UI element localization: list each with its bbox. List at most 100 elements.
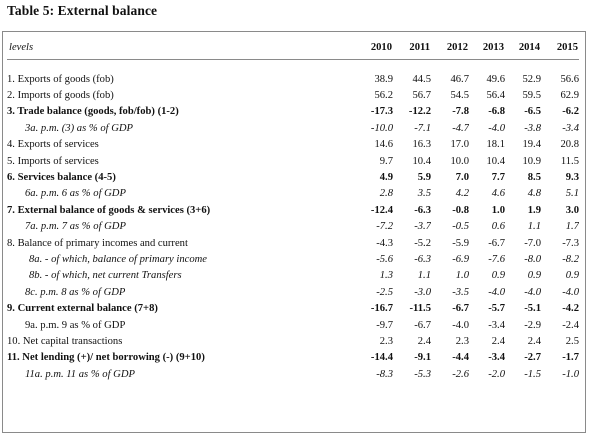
value-cell: 38.9 [374,73,393,85]
value-cell: 59.5 [522,90,541,102]
value-cell: -0.8 [452,204,469,216]
value-cell: -3.8 [524,122,541,134]
value-cell: -6.9 [452,253,469,265]
value-cell: -8.0 [524,253,541,265]
value-cell: -0.5 [452,221,469,233]
value-cell: 10.9 [522,155,541,167]
table-row: 3a. p.m. (3) as % of GDP -10.0 -7.1 -4.7 -4.… [7,120,579,136]
value-cell: 4.9 [379,172,393,184]
value-cell: -8.2 [562,253,579,265]
value-cell: -12.4 [370,204,393,216]
header-year: 2010 [370,42,392,53]
value-cell: -5.3 [414,368,431,380]
value-cell: -5.6 [376,253,393,265]
value-cell: 1.0 [491,204,505,216]
table-frame [2,31,586,433]
row-label: 11a. p.m. 11 as % of GDP [25,368,135,380]
value-cell: 2.4 [527,335,541,347]
value-cell: -9.7 [376,319,393,331]
value-cell: -11.5 [409,303,431,315]
value-cell: 1.1 [417,270,431,282]
value-cell: 56.7 [412,90,431,102]
value-cell: -5.7 [488,303,505,315]
row-label: 2. Imports of goods (fob) [7,90,114,102]
value-cell: -1.7 [562,352,579,364]
table-row: 1. Exports of goods (fob) 38.9 44.5 46.7 49.… [7,71,579,87]
table-row: 8c. p.m. 8 as % of GDP -2.5 -3.0 -3.5 -4.0 -4… [7,284,579,300]
value-cell: 10.0 [450,155,469,167]
value-cell: -6.2 [562,106,579,118]
value-cell: 1.0 [455,270,469,282]
row-label: 6a. p.m. 6 as % of GDP [25,188,126,200]
value-cell: -6.7 [488,237,505,249]
header-row: levels 2010 2011 2012 2013 2014 2015 [7,39,579,56]
table-row: 11. Net lending (+)/ net borrowing (-) (… [7,350,579,366]
value-cell: -4.0 [524,286,541,298]
value-cell: -3.4 [488,319,505,331]
table-row: 2. Imports of goods (fob) 56.2 56.7 54.5 56.… [7,87,579,103]
value-cell: 2.5 [565,335,579,347]
value-cell: 3.0 [565,204,579,216]
header-year: 2015 [556,42,578,53]
value-cell: 5.9 [417,172,431,184]
row-label: 4. Exports of services [7,139,99,151]
value-cell: -4.0 [488,122,505,134]
value-cell: 52.9 [522,73,541,85]
value-cell: 10.4 [412,155,431,167]
value-cell: 19.4 [522,139,541,151]
value-cell: -7.0 [524,237,541,249]
table-row: 6. Services balance (4-5) 4.9 5.9 7.0 7.7 8.5… [7,169,579,185]
value-cell: 62.9 [560,90,579,102]
value-cell: 56.6 [560,73,579,85]
value-cell: 5.1 [565,188,579,200]
value-cell: -4.0 [452,319,469,331]
spacer-row [7,56,579,71]
value-cell: -1.5 [524,368,541,380]
value-cell: -6.3 [414,253,431,265]
value-cell: 10.4 [486,155,505,167]
value-cell: -4.0 [488,286,505,298]
row-label: 7a. p.m. 7 as % of GDP [25,221,126,233]
value-cell: -2.4 [562,319,579,331]
value-cell: 2.3 [379,335,393,347]
table-row: 6a. p.m. 6 as % of GDP 2.8 3.5 4.2 4.6 4.8 5.1 [7,186,579,202]
value-cell: 9.7 [379,155,393,167]
value-cell: -2.9 [524,319,541,331]
value-cell: -3.7 [414,221,431,233]
value-cell: 14.6 [374,139,393,151]
row-label: 3. Trade balance (goods, fob/fob) (1-2) [7,106,179,118]
value-cell: -3.4 [488,352,505,364]
value-cell: -5.2 [414,237,431,249]
table-row: 10. Net capital transactions 2.3 2.4 2.3 2.4… [7,333,579,349]
value-cell: 49.6 [486,73,505,85]
table-row: 8a. - of which, balance of primary incom… [7,251,579,267]
table-row: 8. Balance of primary incomes and curren… [7,235,579,251]
table-row: 8b. - of which, net current Transfers 1.3… [7,268,579,284]
row-label: 11. Net lending (+)/ net borrowing (-) (… [7,352,205,364]
value-cell: 20.8 [560,139,579,151]
table-title: Table 5: External balance [7,3,158,18]
value-cell: -6.8 [488,106,505,118]
value-cell: 0.9 [565,270,579,282]
value-cell: 2.3 [455,335,469,347]
value-cell: -7.6 [488,253,505,265]
value-cell: -4.0 [562,286,579,298]
value-cell: -6.3 [414,204,431,216]
value-cell: 7.7 [491,172,505,184]
table-row: 3. Trade balance (goods, fob/fob) (1-2) -… [7,104,579,120]
value-cell: 2.4 [417,335,431,347]
value-cell: -10.0 [370,122,393,134]
table-row: 4. Exports of services 14.6 16.3 17.0 18.1 19… [7,137,579,153]
row-label: 5. Imports of services [7,155,99,167]
row-label: 3a. p.m. (3) as % of GDP [25,122,133,134]
value-cell: 0.9 [527,270,541,282]
header-year: 2011 [409,42,430,53]
row-label: 1. Exports of goods (fob) [7,73,114,85]
row-label: 8b. - of which, net current Transfers [29,270,182,282]
header-year: 2012 [446,42,468,53]
header-year: 2013 [482,42,504,53]
value-cell: -12.2 [408,106,431,118]
table-row: 11a. p.m. 11 as % of GDP -8.3 -5.3 -2.6 -2.0… [7,366,579,382]
row-label: 8. Balance of primary incomes and curren… [7,237,188,249]
value-cell: 1.7 [565,221,579,233]
